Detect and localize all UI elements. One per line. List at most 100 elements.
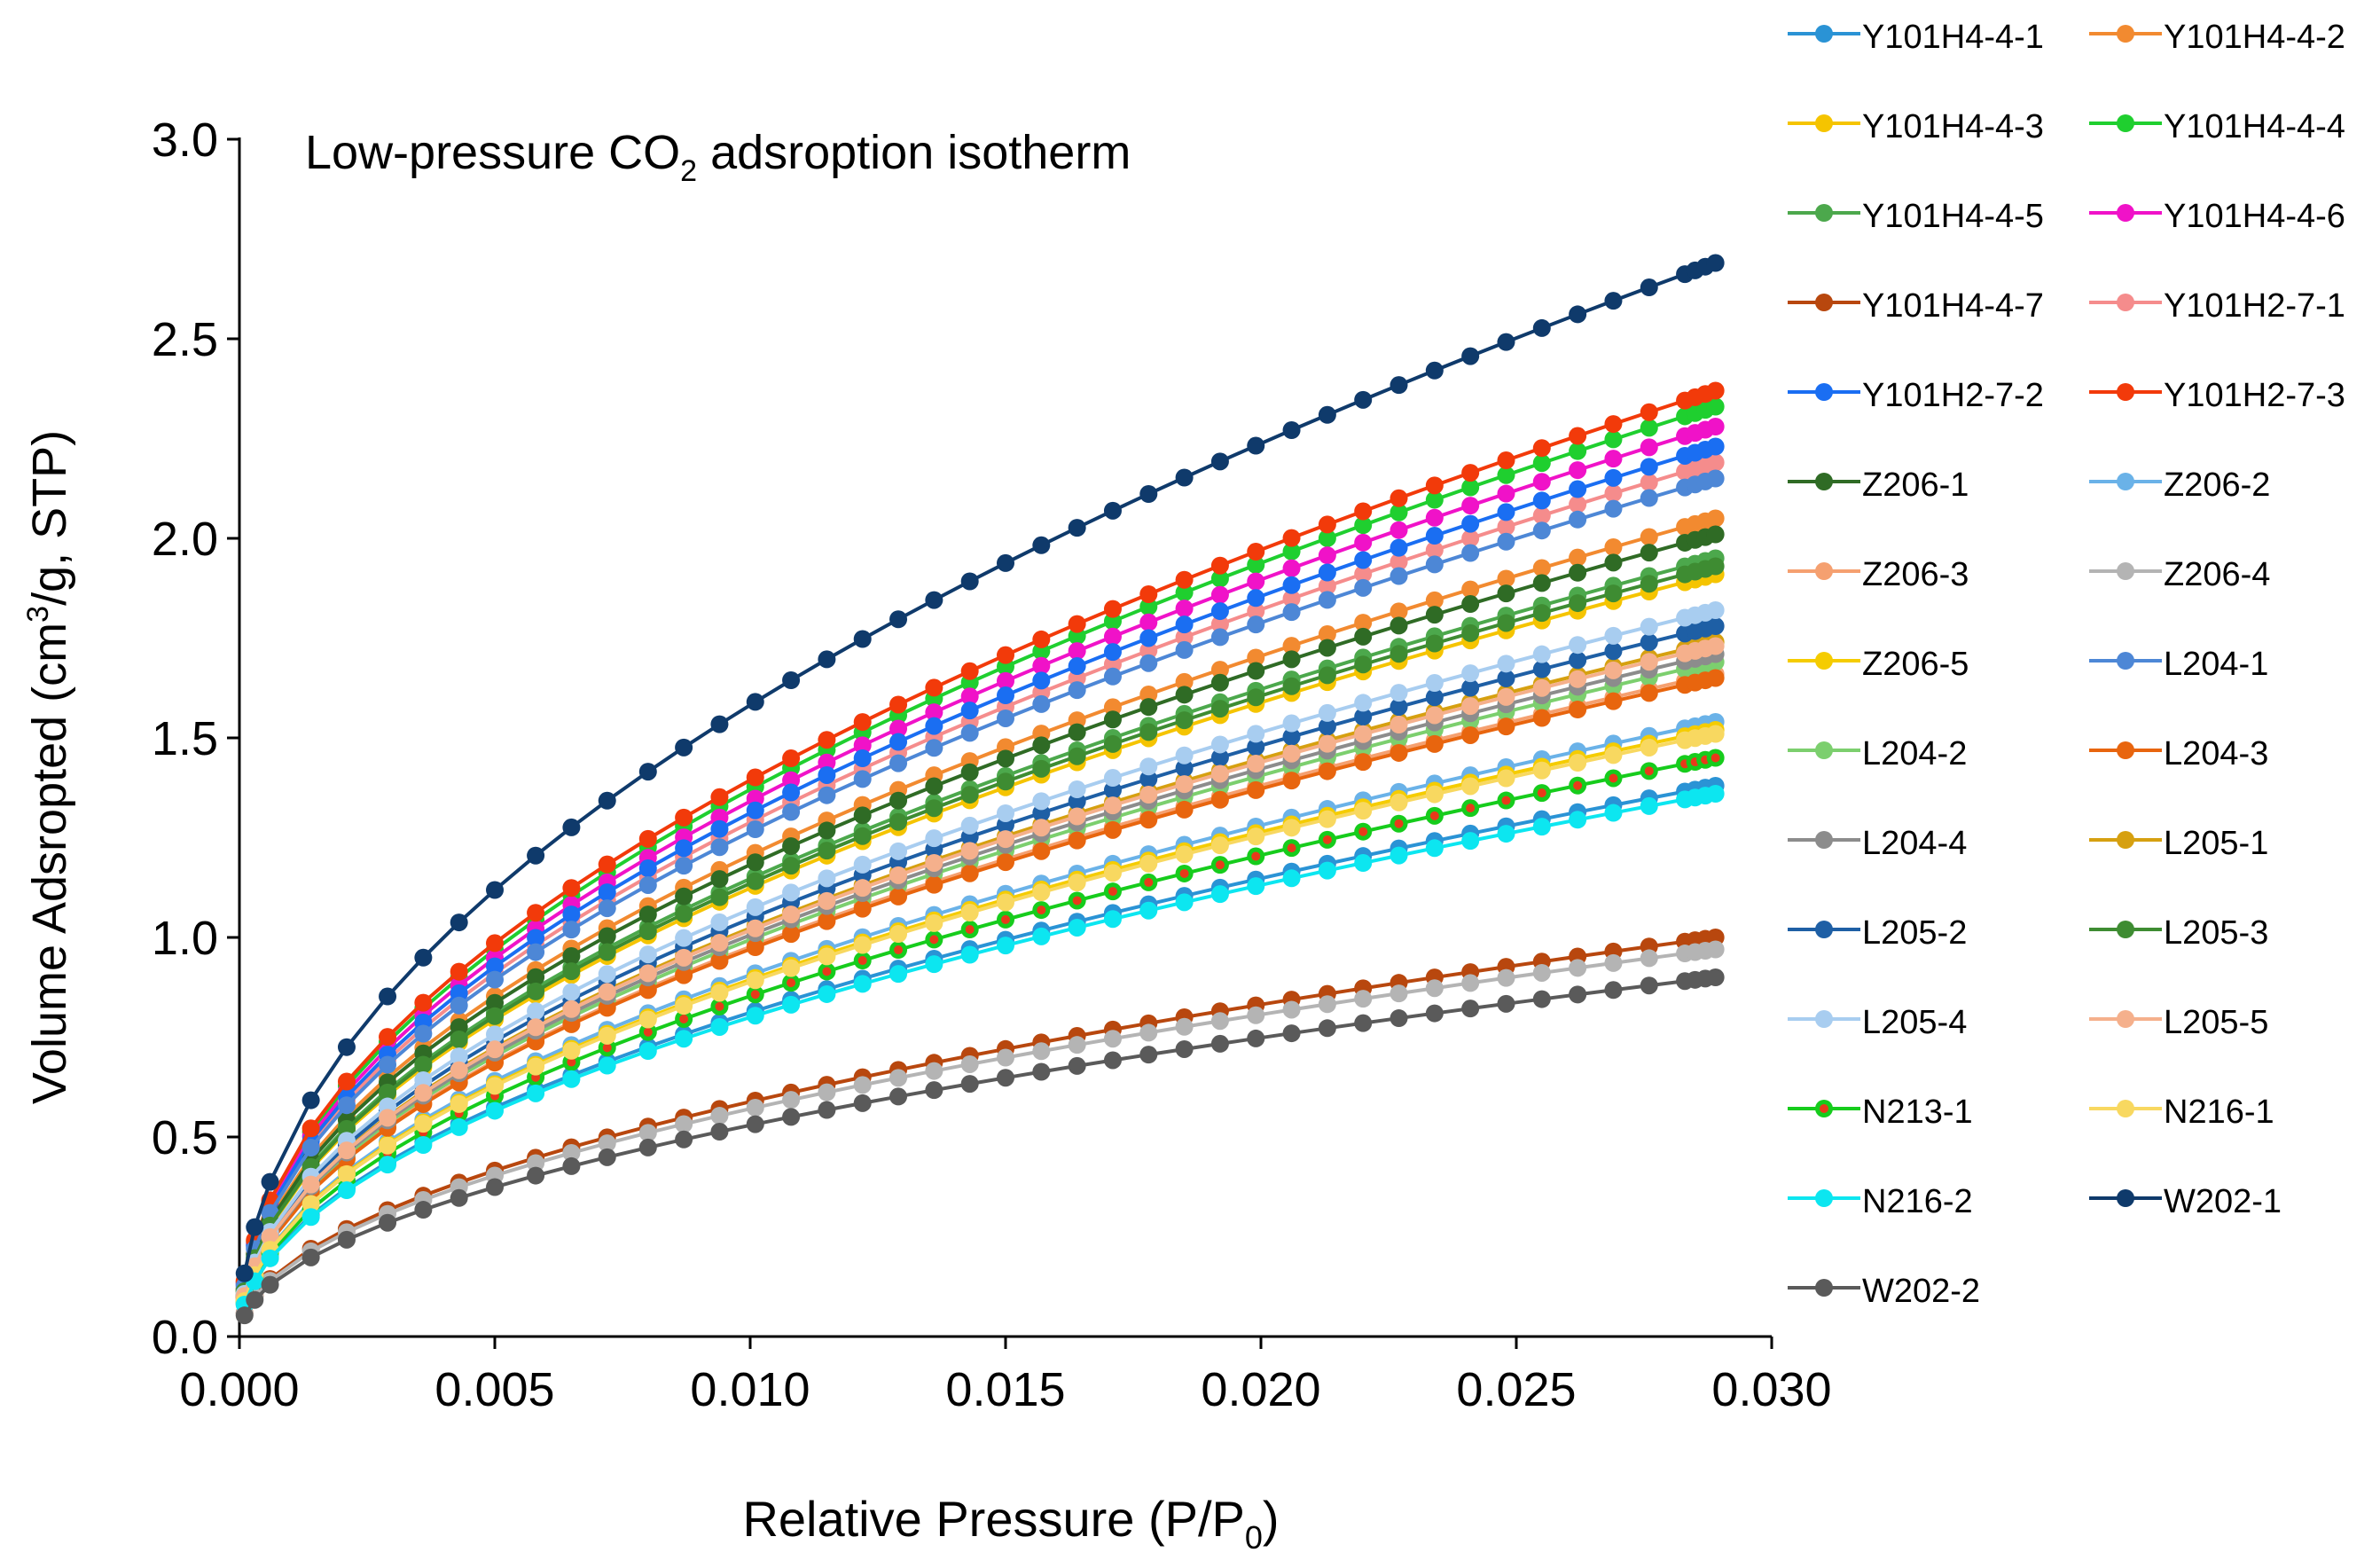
data-point [527,1018,545,1037]
data-point [1032,883,1051,902]
data-point [414,1115,433,1133]
data-point [235,1306,254,1325]
data-point [997,646,1014,664]
data-point [960,702,979,720]
legend-marker [1815,1010,1833,1028]
legend-item: Y101H4-4-5 [1788,198,2044,235]
data-point [960,904,979,922]
series-Z206-1 [235,525,1725,1298]
data-point [1461,678,1480,697]
x-tick-label: 0.000 [179,1363,299,1416]
data-point-center [1144,877,1154,887]
data-point-center [643,1027,653,1037]
data-point [710,913,729,931]
data-point [1390,489,1408,507]
data-point [1175,628,1194,647]
data-point [746,872,764,890]
data-point [1175,615,1194,634]
data-point [1210,1012,1229,1031]
data-point [1139,629,1158,647]
data-point [1640,489,1658,507]
data-point [1282,637,1301,655]
data-point [782,1108,801,1126]
data-point-center [1215,860,1225,870]
data-point [1068,831,1086,850]
data-point [1497,569,1515,588]
data-point [710,952,729,970]
data-point [1068,874,1086,892]
legend-marker [2117,831,2134,849]
data-point-center [1108,887,1117,897]
legend-label: L204-4 [1862,825,1967,862]
data-point [1103,910,1122,929]
legend-marker [2117,204,2134,222]
data-point [1604,642,1623,661]
data-point [379,1055,397,1074]
data-point [1103,501,1122,520]
data-point-center [1429,811,1439,820]
data-point [1569,636,1587,655]
data-point [925,913,943,932]
data-point [1706,617,1725,635]
data-point [1247,555,1265,574]
data-point-center [1001,914,1010,924]
series-L205-3 [235,557,1725,1300]
data-point [1604,746,1623,764]
data-point [818,947,836,966]
data-point [1569,480,1587,498]
data-point [562,818,581,836]
data-point [997,937,1014,955]
data-point [1604,292,1623,310]
legend-marker [2117,562,2134,580]
data-point [337,1164,356,1183]
data-point [1390,698,1408,717]
data-point [450,913,468,932]
data-point [638,1042,657,1061]
legend-marker [2117,652,2134,670]
legend-marker [1815,294,1833,311]
data-point [1210,885,1229,904]
data-point-center [1037,906,1046,915]
data-point [1103,1051,1122,1070]
data-point-center [1501,796,1511,805]
data-point [301,1175,320,1194]
data-point [997,686,1014,705]
data-point [1497,655,1515,673]
data-point [1175,711,1194,730]
data-point [414,1201,433,1219]
data-point [853,1094,872,1112]
data-point [1175,600,1194,618]
data-point [527,1154,545,1172]
data-point [1390,984,1408,1003]
data-point [1640,684,1658,702]
data-point [414,948,433,967]
data-point [450,1047,468,1066]
data-point [925,829,943,848]
y-axis-label-main: Volume Adsropted (cm [23,623,76,1104]
series-Y101H2-7-2 [235,437,1725,1293]
data-point [1425,734,1444,753]
data-point [1318,639,1336,657]
data-point [1354,854,1373,873]
data-point [1354,551,1373,569]
data-point [1175,570,1194,589]
data-point [246,1290,264,1309]
legend-item: L204-2 [1788,735,1967,772]
legend-label: L205-3 [2164,914,2268,952]
x-axis-label-rest: ) [1263,1491,1280,1547]
data-point [997,830,1014,849]
data-point [1425,591,1444,609]
data-point [960,786,979,804]
data-point [1390,602,1408,621]
data-point [1210,790,1229,809]
data-point [1068,657,1086,676]
x-tick-label: 0.025 [1456,1363,1576,1416]
data-point [1103,627,1122,646]
data-point [379,1109,397,1127]
data-point [1706,557,1725,576]
data-point [1425,606,1444,624]
data-point [1282,744,1301,763]
data-point [1068,1036,1086,1054]
data-point [379,1083,397,1102]
